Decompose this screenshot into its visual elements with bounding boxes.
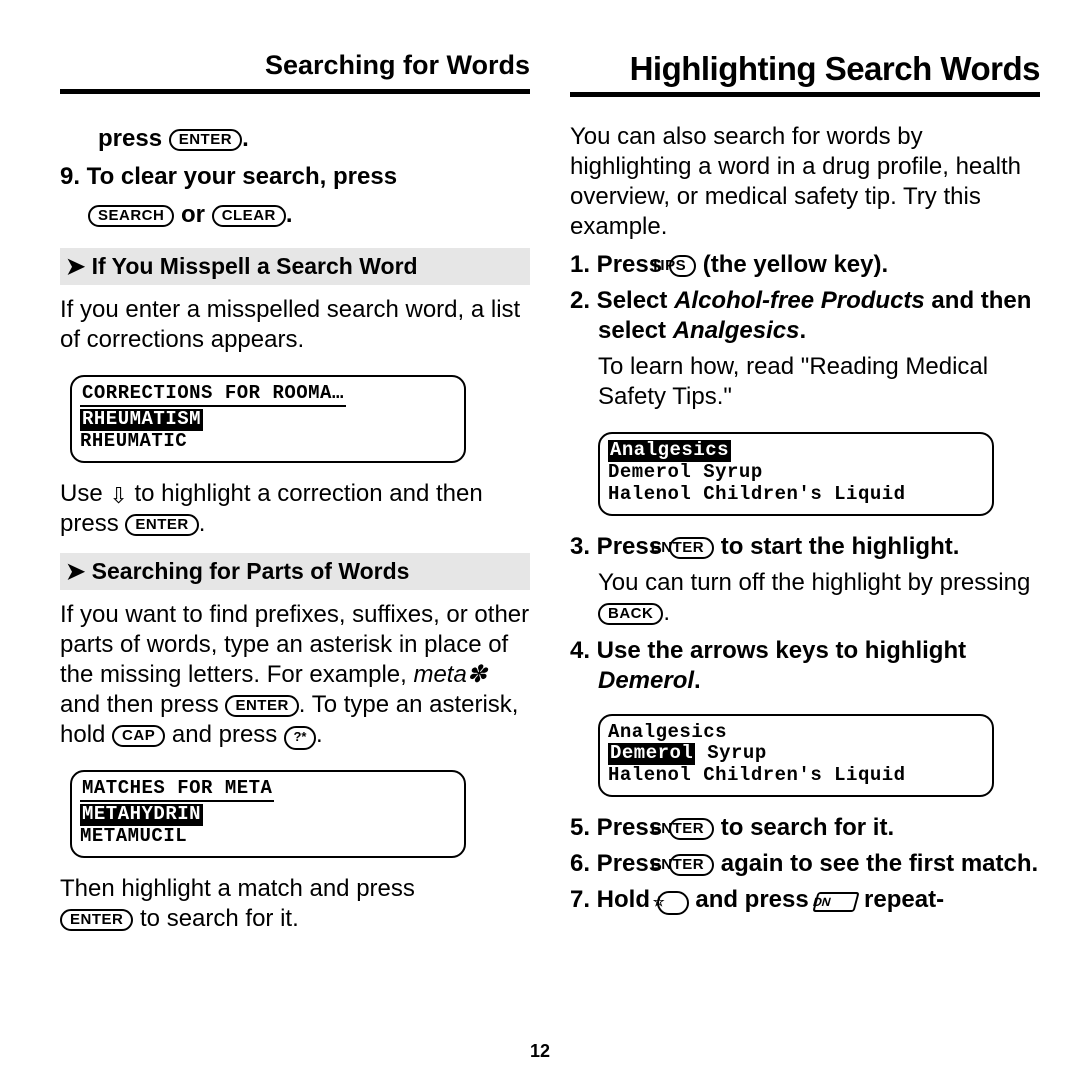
question-star-key-icon: ?*: [284, 726, 316, 750]
use-down-paragraph: Use ⇩ to highlight a correction and then…: [60, 479, 530, 540]
lcd-row-halenol-2: Halenol Children's Liquid: [608, 765, 984, 787]
lcd-row-demerol-hl: Demerol: [608, 743, 695, 765]
lcd-row-metamucil: METAMUCIL: [80, 826, 456, 848]
enter-key-icon: ENTER: [125, 514, 198, 536]
clear-key-icon: CLEAR: [212, 205, 286, 227]
step-6: 6. Press ENTER again to see the first ma…: [570, 849, 1040, 879]
down-arrow-icon: ⇩: [109, 482, 127, 510]
step-3: 3. Press ENTER to start the highlight.: [570, 532, 1040, 562]
back-key-icon: BACK: [598, 603, 663, 625]
misspell-paragraph: If you enter a misspelled search word, a…: [60, 295, 530, 355]
step-5: 5. Press ENTER to search for it.: [570, 813, 1040, 843]
callout-parts: ➤ Searching for Parts of Words: [60, 553, 530, 590]
lcd-matches: MATCHES FOR META METAHYDRIN METAMUCIL: [70, 770, 466, 858]
dn-key-icon: DN: [813, 892, 860, 912]
cap-key-icon: CAP: [112, 725, 165, 747]
lcd-matches-title: MATCHES FOR META: [80, 778, 274, 802]
lcd-corrections-title: CORRECTIONS FOR ROOMA…: [80, 383, 346, 407]
lcd-row-metahydrin: METAHYDRIN: [80, 804, 203, 826]
press-enter-line: press ENTER.: [98, 124, 530, 154]
lcd-corrections: CORRECTIONS FOR ROOMA… RHEUMATISM RHEUMA…: [70, 375, 466, 463]
step-3-note: You can turn off the highlight by pressi…: [598, 568, 1040, 628]
lcd-row-analgesics: Analgesics: [608, 440, 731, 462]
step-4: 4. Use the arrows keys to highlight Deme…: [570, 636, 1040, 696]
left-heading: Searching for Words: [60, 50, 530, 94]
enter-key-icon: ENTER: [669, 537, 714, 559]
meta-example: meta✽: [413, 661, 486, 688]
step-2-note: To learn how, read "Reading Medical Safe…: [598, 352, 1040, 412]
highlight-match-paragraph: Then highlight a match and press ENTER t…: [60, 874, 530, 934]
page-number: 12: [530, 1041, 550, 1062]
intro-paragraph: You can also search for words by highlig…: [570, 122, 1040, 242]
tips-key-icon: TIPS: [669, 255, 696, 277]
lcd-row-analgesics-2: Analgesics: [608, 722, 984, 744]
parts-paragraph: If you want to find prefixes, suffixes, …: [60, 600, 530, 750]
search-key-icon: SEARCH: [88, 205, 174, 227]
enter-key-icon: ENTER: [225, 695, 298, 717]
step-7: 7. Hold ☆ and press DN repeat-: [570, 885, 1040, 915]
enter-key-icon: ENTER: [669, 818, 714, 840]
lcd-row-halenol: Halenol Children's Liquid: [608, 484, 984, 506]
enter-key-icon: ENTER: [669, 854, 714, 876]
step-9-keys: SEARCH or CLEAR.: [88, 200, 530, 230]
step-2: 2. Select Alcohol-free Products and then…: [570, 286, 1040, 346]
enter-key-icon: ENTER: [60, 909, 133, 931]
press-label: press: [98, 125, 169, 152]
lcd-analgesics-2: Analgesics Demerol Syrup Halenol Childre…: [598, 714, 994, 798]
callout-misspell: ➤ If You Misspell a Search Word: [60, 248, 530, 285]
lcd-row-demerol: Demerol Syrup: [608, 462, 984, 484]
step-1: 1. Press TIPS (the yellow key).: [570, 250, 1040, 280]
right-heading: Highlighting Search Words: [570, 50, 1040, 97]
lcd-row-rheumatism: RHEUMATISM: [80, 409, 203, 431]
step-9: 9. To clear your search, press: [60, 162, 530, 192]
lcd-row-rheumatic: RHEUMATIC: [80, 431, 456, 453]
or-text: or: [174, 201, 211, 228]
enter-key-icon: ENTER: [169, 129, 242, 151]
lcd-analgesics-1: Analgesics Demerol Syrup Halenol Childre…: [598, 432, 994, 516]
star-key-icon: ☆: [657, 891, 689, 915]
